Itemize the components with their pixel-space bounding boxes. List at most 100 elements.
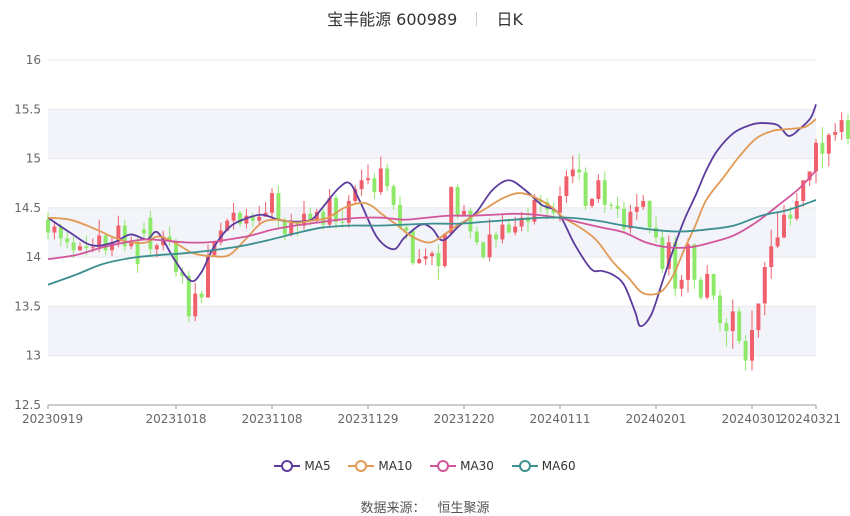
candle — [756, 303, 761, 338]
candle-body — [801, 180, 806, 201]
candle — [359, 169, 364, 197]
candle-body — [334, 198, 338, 222]
candle — [564, 170, 569, 203]
stock-code: 600989 — [396, 10, 458, 29]
candle-body — [846, 120, 850, 139]
candle — [430, 251, 434, 266]
candle-body — [308, 213, 313, 221]
candle — [372, 173, 377, 199]
candle-body — [244, 215, 249, 224]
candle — [212, 241, 217, 257]
candle-body — [302, 213, 306, 226]
candle — [289, 213, 294, 237]
legend-item-ma60[interactable]: MA60 — [511, 459, 576, 473]
candle-body — [718, 295, 722, 324]
candle-body — [526, 217, 530, 222]
candle — [65, 230, 70, 249]
legend-marker-icon — [274, 460, 301, 472]
candle-body — [551, 209, 556, 213]
candle-body — [417, 259, 422, 264]
y-tick-label: 15 — [26, 152, 41, 166]
candle — [846, 114, 850, 145]
candle-body — [647, 200, 652, 228]
legend-marker-icon — [511, 460, 538, 472]
candle — [142, 222, 146, 239]
legend-label: MA60 — [541, 459, 576, 473]
candle — [436, 244, 441, 280]
candle — [148, 210, 153, 258]
candle-body — [782, 214, 786, 238]
candle — [705, 265, 710, 300]
candle-body — [186, 275, 191, 317]
y-tick-label: 14 — [26, 250, 41, 264]
candle-body — [212, 242, 217, 256]
candle-body — [769, 246, 774, 267]
candle-body — [570, 169, 575, 177]
candle-body — [583, 172, 588, 206]
legend-item-ma30[interactable]: MA30 — [430, 459, 494, 473]
candle-body — [711, 273, 716, 296]
candle — [199, 290, 204, 304]
candle-body — [167, 236, 172, 242]
candle-body — [494, 234, 498, 240]
x-tick-label: 20231018 — [145, 412, 206, 426]
candle — [826, 132, 831, 167]
candle — [167, 226, 172, 247]
x-tick-label: 20230919 — [22, 412, 83, 426]
candle-body — [231, 212, 236, 221]
candle-body — [673, 242, 678, 289]
legend-marker-icon — [348, 460, 375, 472]
stock-name: 宝丰能源 — [327, 10, 392, 29]
candle — [346, 195, 351, 228]
candle-body — [116, 225, 121, 243]
candle — [519, 211, 524, 232]
candle — [583, 167, 588, 210]
candle-body — [743, 340, 748, 361]
candle — [78, 242, 82, 252]
legend-label: MA5 — [304, 459, 331, 473]
candle-body — [686, 244, 690, 280]
legend-item-ma5[interactable]: MA5 — [274, 459, 331, 473]
candle-body — [596, 180, 601, 199]
candle-body — [314, 211, 319, 221]
candle-body — [545, 201, 550, 210]
grid-band — [48, 109, 816, 159]
candle-body — [391, 186, 396, 205]
candle-body — [628, 211, 633, 229]
y-tick-label: 14.5 — [14, 201, 41, 215]
title-separator — [476, 12, 478, 26]
candle-body — [378, 168, 383, 193]
legend-label: MA10 — [378, 459, 413, 473]
candle — [718, 289, 722, 332]
candle-body — [807, 171, 812, 181]
candle — [814, 138, 818, 184]
candle — [135, 236, 140, 273]
candle — [615, 197, 620, 218]
candle — [295, 221, 300, 237]
candle — [711, 273, 716, 301]
series-line-ma10 — [47, 118, 817, 296]
candle-body — [46, 219, 50, 233]
x-tick-label: 20240301 — [721, 412, 782, 426]
candle — [526, 207, 530, 233]
x-tick-label: 20240201 — [625, 412, 686, 426]
candle-body — [602, 180, 607, 205]
data-source: 数据来源： 恒生聚源 — [0, 497, 850, 516]
candle — [820, 127, 825, 169]
candle-body — [615, 205, 620, 209]
candle-body — [442, 233, 447, 267]
candle — [206, 244, 210, 298]
candle-body — [84, 246, 89, 249]
candle-body — [622, 208, 626, 229]
candle — [455, 184, 460, 219]
candle-body — [148, 217, 153, 250]
legend-item-ma10[interactable]: MA10 — [348, 459, 412, 473]
candle — [487, 218, 492, 262]
candle-body — [90, 247, 95, 249]
candle — [698, 276, 703, 300]
candle — [71, 236, 76, 259]
candle-body — [103, 235, 108, 251]
candle-body — [775, 237, 780, 247]
candle — [462, 204, 466, 216]
candle — [481, 241, 486, 260]
